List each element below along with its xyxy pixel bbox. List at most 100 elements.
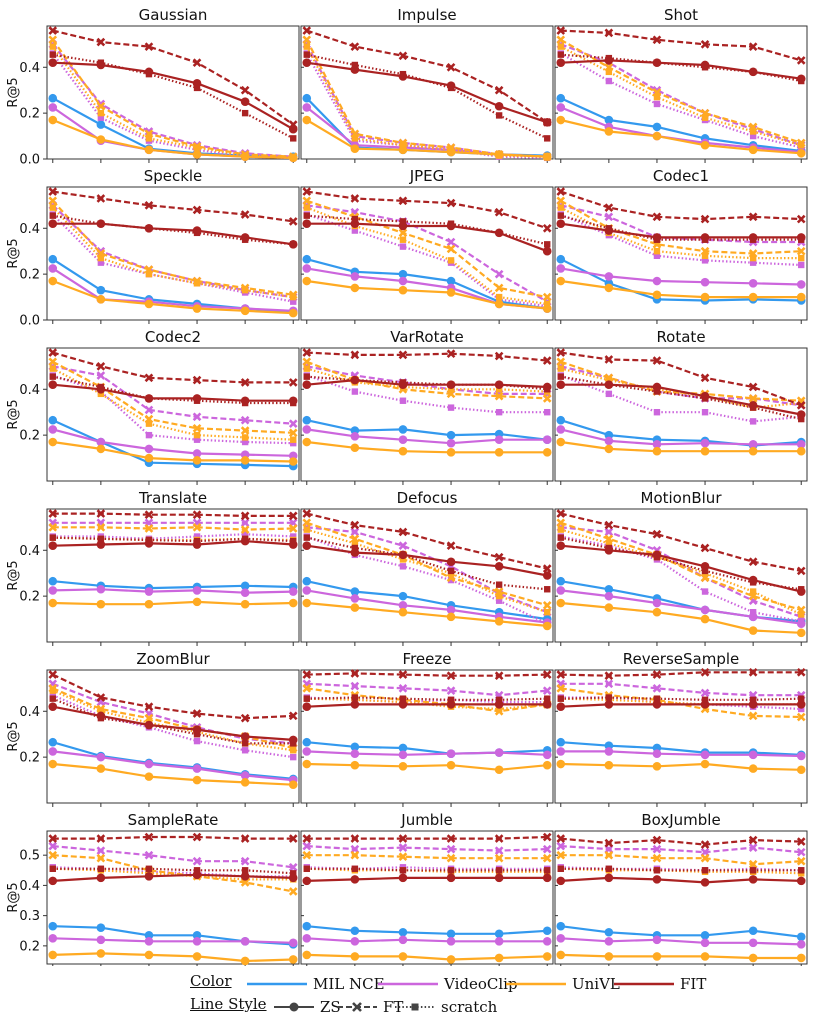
data-point-videoclip-ft <box>494 846 504 855</box>
data-point-univl-ft <box>48 684 58 693</box>
data-point-videoclip-zs <box>96 935 106 945</box>
data-point-univl-zs <box>604 760 614 770</box>
y-tick-label: 0.4 <box>19 544 40 559</box>
data-point-fit-ft <box>494 351 504 361</box>
series-line-videoclip-ft <box>560 682 802 697</box>
data-point-univl-scratch <box>798 399 805 407</box>
series-line-videoclip-scratch <box>52 213 294 303</box>
data-point-univl-ft <box>604 373 614 383</box>
data-point-fit-zs <box>398 873 408 883</box>
data-point-fit-ft <box>446 541 456 551</box>
series-line-univl-zs <box>306 119 548 158</box>
data-point-fit-zs <box>240 872 250 881</box>
legend-swatch-mil-nce <box>247 982 307 986</box>
series-line-univl-ft <box>51 200 294 296</box>
data-point-fit-zs <box>192 394 202 403</box>
data-point-mil-nce-zs <box>48 576 58 586</box>
data-point-fit-scratch <box>701 567 709 575</box>
data-point-univl-ft <box>302 35 312 45</box>
series-line-videoclip-scratch <box>560 52 802 149</box>
data-point-univl-zs <box>192 952 202 961</box>
data-point-univl-zs <box>302 950 312 960</box>
series-line-mil-nce-zs <box>52 97 294 158</box>
data-point-univl-ft <box>494 853 504 863</box>
data-point-videoclip-zs <box>240 937 250 946</box>
data-point-fit-ft <box>398 350 408 360</box>
data-point-fit-ft <box>192 510 202 520</box>
data-point-videoclip-ft <box>604 679 614 689</box>
data-point-univl-scratch <box>399 142 407 149</box>
data-point-univl-zs <box>288 780 298 789</box>
data-point-fit-zs <box>796 233 806 242</box>
series-line-univl-zs <box>306 279 548 310</box>
data-point-fit-scratch <box>399 218 407 225</box>
series-line-fit-scratch <box>52 53 294 140</box>
data-point-mil-nce-zs <box>604 927 614 937</box>
data-point-videoclip-ft <box>398 684 408 693</box>
data-point-videoclip-zs <box>700 605 710 615</box>
data-point-fit-zs <box>604 873 614 883</box>
data-point-videoclip-scratch <box>605 77 613 85</box>
data-point-videoclip-scratch <box>447 404 455 411</box>
data-point-videoclip-ft <box>240 856 250 866</box>
data-point-fit-zs <box>542 118 552 127</box>
y-tick-label: 0.0 <box>19 153 40 168</box>
data-point-fit-zs <box>700 233 710 242</box>
data-point-videoclip-zs <box>652 440 662 449</box>
data-point-videoclip-zs <box>796 280 806 289</box>
data-point-videoclip-zs <box>748 750 758 760</box>
data-point-fit-ft <box>240 511 250 521</box>
data-point-fit-zs <box>494 228 504 238</box>
series-line-univl-scratch <box>306 528 548 614</box>
data-point-fit-ft <box>604 838 614 848</box>
series-line-videoclip-ft <box>306 845 548 852</box>
data-point-mil-nce-zs <box>96 285 106 295</box>
legend-item-scratch: scratch <box>395 995 497 1019</box>
data-point-fit-scratch <box>544 586 551 593</box>
data-point-univl-ft <box>288 524 298 533</box>
data-point-univl-ft <box>144 414 154 424</box>
data-point-fit-zs <box>192 870 202 880</box>
data-point-univl-zs <box>556 276 566 286</box>
series-line-fit-scratch <box>52 867 294 875</box>
data-point-fit-ft <box>240 210 250 219</box>
data-point-videoclip-zs <box>350 594 360 603</box>
data-point-mil-nce-zs <box>48 93 58 103</box>
data-point-fit-scratch <box>49 373 56 380</box>
series-line-univl-zs <box>52 440 294 463</box>
data-point-fit-zs <box>796 587 806 596</box>
data-point-videoclip-zs <box>302 103 312 112</box>
data-point-univl-zs <box>288 955 298 964</box>
y-tick-label: 0.0 <box>19 314 40 329</box>
data-point-univl-zs <box>748 626 758 635</box>
plot-frame-zoomblur <box>46 669 300 804</box>
data-point-mil-nce-zs <box>96 923 106 933</box>
data-point-videoclip-ft <box>604 212 614 222</box>
data-point-videoclip-scratch <box>241 747 249 754</box>
data-point-fit-scratch <box>701 867 709 874</box>
data-point-univl-ft <box>748 249 758 258</box>
data-point-univl-zs <box>748 953 758 963</box>
data-point-mil-nce-zs <box>556 921 566 931</box>
data-point-fit-scratch <box>399 867 407 874</box>
data-point-videoclip-scratch <box>193 436 201 443</box>
data-point-videoclip-zs <box>748 938 758 948</box>
data-point-fit-zs <box>240 732 250 741</box>
data-point-univl-zs <box>796 953 806 963</box>
data-point-univl-ft <box>48 357 58 367</box>
data-point-univl-zs <box>302 437 312 447</box>
y-tick-label: 0.2 <box>19 107 40 122</box>
plot-frame-motionblur <box>554 508 808 643</box>
data-point-univl-ft <box>240 283 250 293</box>
data-point-fit-ft <box>796 566 806 576</box>
series-line-univl-ft <box>51 39 294 158</box>
data-point-fit-zs <box>604 700 614 709</box>
data-point-univl-zs <box>796 765 806 775</box>
data-point-fit-zs <box>302 219 312 228</box>
data-point-fit-scratch <box>447 696 455 704</box>
data-point-videoclip-ft <box>350 681 360 691</box>
data-point-videoclip-zs <box>350 749 360 758</box>
data-point-videoclip-zs <box>652 598 662 608</box>
data-point-videoclip-ft <box>240 415 250 425</box>
data-point-univl-ft <box>192 276 202 286</box>
